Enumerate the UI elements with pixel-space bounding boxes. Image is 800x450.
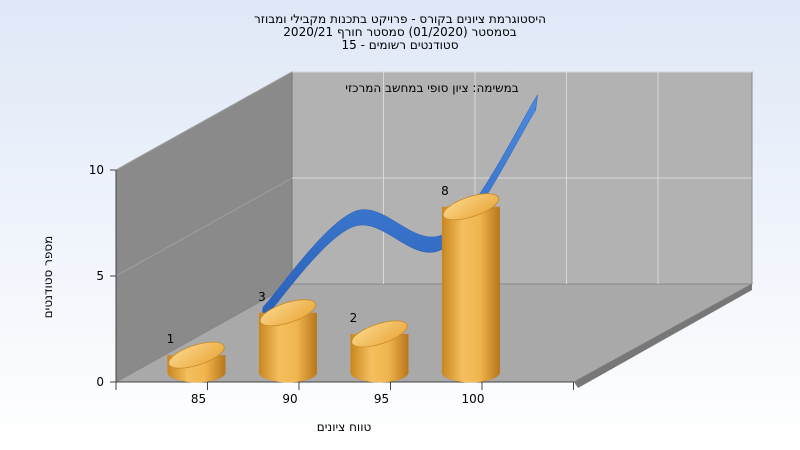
bars-group: 1 3 2 8 — [167, 184, 500, 383]
chart-title-line-3: סטודנטים רשומים - 15 — [341, 38, 458, 52]
y-tick-label: 0 — [96, 375, 104, 389]
x-axis-label: טווח ציונים — [317, 420, 372, 434]
gridlines — [115, 71, 752, 284]
x-tick-label: 100 — [462, 392, 485, 406]
trend-curve — [260, 94, 538, 324]
y-axis-label: מספר סטודנטים — [41, 236, 55, 319]
bar-top — [442, 193, 500, 221]
bar: 3 — [258, 290, 317, 383]
right-edge-shadow — [574, 284, 752, 388]
x-tick-label: 85 — [191, 392, 206, 406]
x-tick-label: 95 — [374, 392, 389, 406]
x-axis-ticks: 85 90 95 100 — [115, 382, 574, 406]
bar-data-label: 2 — [350, 311, 358, 325]
bar-top — [168, 341, 225, 369]
bar-data-label: 8 — [441, 184, 449, 198]
chart-subtitle: במשימה: ציון סופי במחשב המרכזי — [345, 81, 519, 95]
y-axis-ticks: 0 5 10 — [89, 163, 116, 389]
bar: 8 — [441, 184, 500, 383]
bar: 1 — [167, 332, 226, 383]
gridline-left — [115, 177, 293, 277]
x-tick-label: 90 — [282, 392, 297, 406]
bar-body — [441, 206, 500, 383]
bar-data-label: 3 — [258, 290, 266, 304]
bar-top — [351, 320, 408, 348]
bar-data-label: 1 — [167, 332, 175, 346]
chart-title-line-2: בסמסטר (01/2020) סמסטר חורף 2020/21 — [283, 25, 516, 39]
bar: 2 — [350, 311, 409, 383]
bar-body — [258, 312, 317, 383]
gridline-left — [115, 71, 293, 171]
y-tick-label: 5 — [96, 269, 104, 283]
chart-title-line-1: היסטוגרמת ציונים בקורס - פרויקט בתכנות מ… — [254, 12, 546, 26]
y-tick-label: 10 — [89, 163, 104, 177]
bar-top — [259, 299, 317, 327]
